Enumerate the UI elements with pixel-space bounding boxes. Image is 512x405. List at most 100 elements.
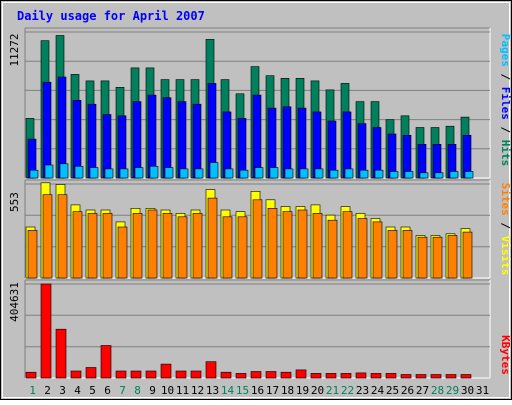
bar-kbytes-day-14 — [220, 371, 232, 379]
legend-label-part: / — [499, 120, 512, 140]
bar-sites-day-8 — [132, 213, 143, 279]
bar-pages-day-27 — [419, 172, 429, 179]
legend-label-part: Visits — [499, 236, 512, 276]
bar-files-day-23 — [357, 123, 367, 179]
bar-files-day-3 — [57, 76, 67, 179]
bar-kbytes-day-24 — [370, 373, 382, 379]
x-tick-label-18: 18 — [281, 384, 294, 397]
bar-pages-day-19 — [299, 168, 309, 179]
bar-files-day-21 — [327, 120, 337, 179]
legend-label-part: KBytes — [499, 335, 512, 375]
legend-label-visits: Sites / Visits — [499, 183, 512, 276]
bar-kbytes-day-8 — [130, 370, 142, 379]
bar-files-day-12 — [192, 103, 202, 179]
chart-title: Daily usage for April 2007 — [17, 9, 205, 23]
legend-label-part: Files — [499, 87, 512, 120]
bar-kbytes-day-17 — [265, 371, 277, 379]
axis-max-label-hits: 11272 — [8, 33, 21, 66]
x-tick-label-20: 20 — [311, 384, 324, 397]
x-tick-label-25: 25 — [386, 384, 399, 397]
bar-kbytes-day-25 — [385, 373, 397, 379]
x-tick-label-1: 1 — [29, 384, 36, 397]
bar-kbytes-day-10 — [160, 363, 172, 379]
bar-pages-day-5 — [89, 167, 99, 179]
bar-pages-day-1 — [29, 169, 39, 179]
bar-pages-day-30 — [464, 171, 474, 179]
bar-kbytes-day-11 — [175, 370, 187, 379]
legend-label-part: / — [499, 216, 512, 236]
bar-kbytes-day-30 — [460, 374, 472, 379]
bar-sites-day-29 — [447, 235, 458, 279]
x-tick-label-9: 9 — [149, 384, 156, 397]
bar-sites-day-10 — [162, 213, 173, 279]
bar-kbytes-day-2 — [40, 283, 52, 379]
legend-label-part: Sites — [499, 183, 512, 216]
bar-sites-day-1 — [27, 230, 38, 279]
x-tick-label-26: 26 — [401, 384, 414, 397]
x-tick-label-12: 12 — [191, 384, 204, 397]
bar-sites-day-13 — [207, 197, 218, 279]
bar-files-day-20 — [312, 111, 322, 179]
bar-files-day-10 — [162, 97, 172, 179]
bar-sites-day-20 — [312, 213, 323, 279]
bar-sites-day-7 — [117, 226, 128, 279]
bar-files-day-22 — [342, 111, 352, 179]
bar-sites-day-5 — [87, 213, 98, 279]
bar-files-day-14 — [222, 111, 232, 179]
bar-pages-day-3 — [59, 163, 69, 179]
bar-kbytes-day-6 — [100, 345, 112, 379]
legend-label-part: / — [499, 67, 512, 87]
bar-sites-day-30 — [462, 231, 473, 279]
bar-pages-day-9 — [149, 166, 159, 179]
bar-sites-day-16 — [252, 199, 263, 279]
bar-pages-day-28 — [434, 172, 444, 179]
bar-files-day-15 — [237, 118, 247, 179]
bar-pages-day-4 — [74, 166, 84, 179]
bar-pages-day-21 — [329, 169, 339, 179]
x-tick-label-3: 3 — [59, 384, 66, 397]
bar-pages-day-22 — [344, 168, 354, 179]
bar-pages-day-25 — [389, 171, 399, 179]
axis-max-label-kbytes: 404631 — [8, 282, 21, 322]
bar-files-day-9 — [147, 94, 157, 179]
bar-sites-day-17 — [267, 208, 278, 279]
bar-sites-day-2 — [42, 194, 53, 279]
x-tick-label-8: 8 — [134, 384, 141, 397]
bar-pages-day-6 — [104, 168, 114, 179]
x-tick-label-23: 23 — [356, 384, 369, 397]
bar-files-day-11 — [177, 101, 187, 179]
bar-kbytes-day-28 — [430, 374, 442, 379]
x-tick-label-7: 7 — [119, 384, 126, 397]
bar-pages-day-7 — [119, 168, 129, 179]
bar-kbytes-day-5 — [85, 367, 97, 379]
x-tick-label-19: 19 — [296, 384, 309, 397]
x-tick-label-29: 29 — [446, 384, 459, 397]
x-tick-label-16: 16 — [251, 384, 264, 397]
bar-pages-day-16 — [254, 167, 264, 179]
bar-sites-day-9 — [147, 209, 158, 279]
x-tick-label-21: 21 — [326, 384, 339, 397]
bar-sites-day-12 — [192, 213, 203, 279]
x-tick-label-14: 14 — [221, 384, 235, 397]
bar-kbytes-day-15 — [235, 373, 247, 379]
x-tick-label-10: 10 — [161, 384, 174, 397]
x-tick-label-15: 15 — [236, 384, 249, 397]
bar-pages-day-8 — [134, 167, 144, 179]
bar-pages-day-10 — [164, 167, 174, 179]
bar-files-day-2 — [42, 81, 52, 179]
x-tick-label-6: 6 — [104, 384, 111, 397]
bar-kbytes-day-18 — [280, 371, 292, 379]
x-tick-label-11: 11 — [176, 384, 189, 397]
legend-label-part: Pages — [499, 34, 512, 67]
bar-sites-day-3 — [57, 194, 68, 279]
bar-kbytes-day-26 — [400, 374, 412, 379]
x-tick-label-5: 5 — [89, 384, 96, 397]
bar-files-day-16 — [252, 94, 262, 179]
x-tick-label-4: 4 — [74, 384, 81, 397]
bar-sites-day-6 — [102, 213, 113, 279]
bar-pages-day-20 — [314, 168, 324, 179]
bar-pages-day-17 — [269, 167, 279, 179]
legend-label-kbytes: KBytes — [499, 335, 512, 375]
bar-pages-day-2 — [44, 164, 54, 179]
